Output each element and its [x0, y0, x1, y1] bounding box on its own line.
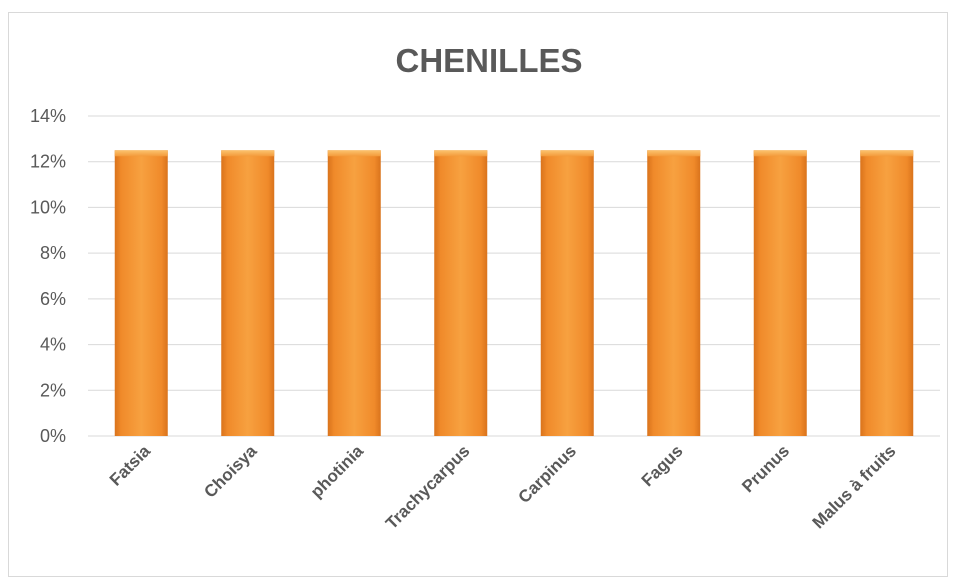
x-tick-label: photinia	[307, 441, 368, 502]
y-tick-label: 0%	[40, 426, 66, 446]
y-tick-label: 10%	[30, 197, 66, 217]
bar	[221, 150, 275, 437]
chart-title: CHENILLES	[395, 42, 582, 79]
x-tick-label: Trachycarpus	[382, 441, 474, 533]
y-tick-label: 14%	[30, 106, 66, 126]
bar	[860, 150, 914, 437]
bar-highlight	[540, 150, 594, 157]
bar	[753, 150, 807, 437]
bar	[540, 150, 594, 437]
x-tick-label: Fagus	[638, 441, 687, 490]
x-tick-label: Malus à fruits	[809, 441, 900, 532]
y-axis-ticks: 0% 2% 4% 6% 8% 10% 12% 14%	[30, 106, 66, 446]
x-tick-label: Prunus	[738, 441, 793, 496]
bars	[114, 150, 914, 437]
bar	[327, 150, 381, 437]
bar-highlight	[114, 150, 168, 157]
bar-highlight	[327, 150, 381, 157]
bar-highlight	[221, 150, 275, 157]
bar-highlight	[753, 150, 807, 157]
bar-highlight	[434, 150, 488, 157]
y-tick-label: 6%	[40, 289, 66, 309]
x-tick-label: Carpinus	[515, 441, 581, 507]
x-tick-label: Fatsia	[106, 441, 155, 490]
bar-highlight	[647, 150, 701, 157]
bar	[434, 150, 488, 437]
y-tick-label: 2%	[40, 380, 66, 400]
y-tick-label: 4%	[40, 335, 66, 355]
gridlines	[88, 115, 940, 437]
bar	[647, 150, 701, 437]
x-tick-label: Choisya	[200, 441, 261, 502]
bar	[114, 150, 168, 437]
y-tick-label: 12%	[30, 152, 66, 172]
bar-highlight	[860, 150, 914, 157]
x-axis-ticks: Fatsia Choisya photinia Trachycarpus Carpinu…	[106, 441, 900, 533]
y-tick-label: 8%	[40, 243, 66, 263]
